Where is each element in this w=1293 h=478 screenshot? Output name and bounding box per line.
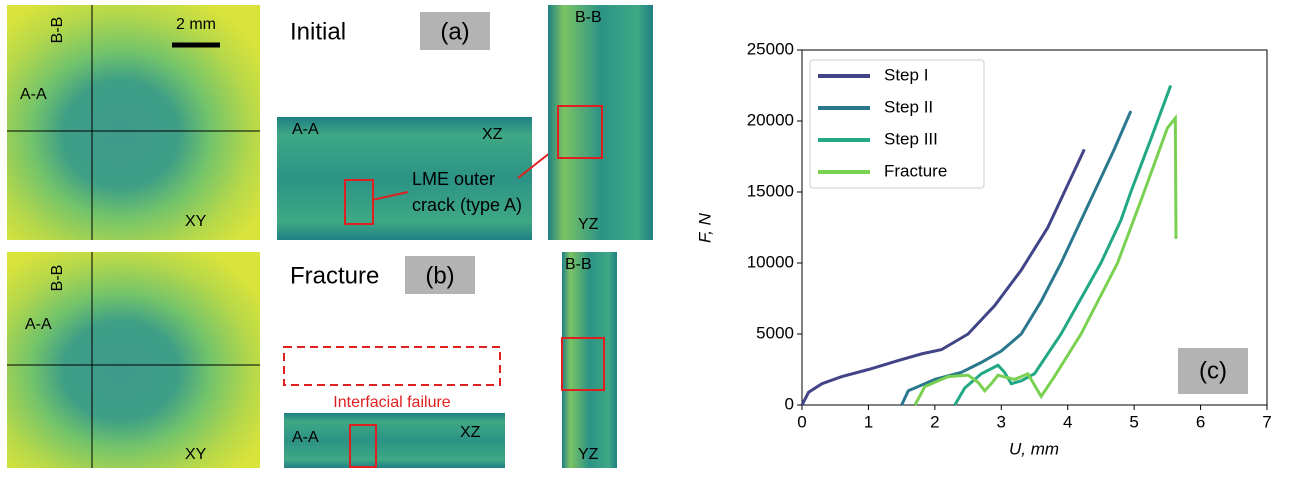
y-tick-label: 0 [785,394,794,413]
crack-box [349,424,377,468]
panel-label: (c) [1199,357,1227,384]
x-tick-label: 0 [797,412,806,431]
legend-frame [809,59,985,189]
annotation: LME outer [412,169,495,189]
y-tick-label: 10000 [747,252,794,271]
row-title: Initial [290,18,346,45]
legend-label: Step III [884,129,938,148]
plane-label: YZ [578,446,599,463]
xy-image [7,5,260,240]
yz-image [562,252,617,468]
image-panels: 2 mm B-B A-A XY B-B A-A XY Initial (a) F… [7,5,653,468]
plane-label: YZ [578,216,599,233]
missing-part [283,346,501,386]
x-tick-label: 1 [864,412,873,431]
plot-frame [801,49,1268,406]
xy-image [7,252,260,468]
arrow [371,191,409,201]
label-box [420,12,490,50]
crack-box [561,337,605,391]
y-tick-label: 15000 [747,181,794,200]
section-label: B-B [575,9,602,26]
x-axis-label: U, mm [1009,439,1059,458]
series-line [953,84,1173,406]
scale-label: 2 mm [176,16,216,33]
plane-label: XZ [482,126,503,143]
x-tick-label: 5 [1129,412,1138,431]
panel-label: (b) [425,262,454,289]
x-tick-label: 6 [1196,412,1205,431]
crack-box [344,179,374,225]
panel-label: (a) [440,18,469,45]
xz-image [284,413,505,468]
legend-label: Fracture [884,161,947,180]
x-tick-label: 4 [1063,412,1072,431]
label-box [405,256,475,294]
section-label: A-A [292,121,319,138]
xz-image [277,117,532,240]
y-tick-label: 25000 [747,39,794,58]
section-label: B-B [565,256,592,273]
annotation: Interfacial failure [333,394,450,411]
section-label: B-B [49,265,66,292]
y-tick-label: 5000 [756,323,794,342]
series-line [913,113,1178,406]
section-label: A-A [292,429,319,446]
label-box [1178,348,1248,394]
plane-label: XZ [460,424,481,441]
section-label: A-A [25,316,52,333]
plane-label: XY [185,446,207,463]
legend-label: Step II [884,97,933,116]
x-tick-label: 3 [997,412,1006,431]
section-label: A-A [20,86,47,103]
line-chart: (c) U, mm F, N 0 1 2 3 4 5 6 7 0 5000 10000 15000 20… [695,39,1271,458]
section-label: B-B [49,17,66,44]
series-line [800,148,1086,406]
x-tick-label: 7 [1262,412,1271,431]
annotation: crack (type A) [412,195,522,215]
crack-box [557,105,603,159]
row-title: Fracture [290,262,379,289]
y-tick-label: 20000 [747,110,794,129]
series-line [900,110,1133,406]
plane-label: XY [185,213,207,230]
legend-label: Step I [884,65,928,84]
x-tick-label: 2 [930,412,939,431]
yz-image [548,5,653,240]
y-axis-label: F, N [695,212,714,243]
